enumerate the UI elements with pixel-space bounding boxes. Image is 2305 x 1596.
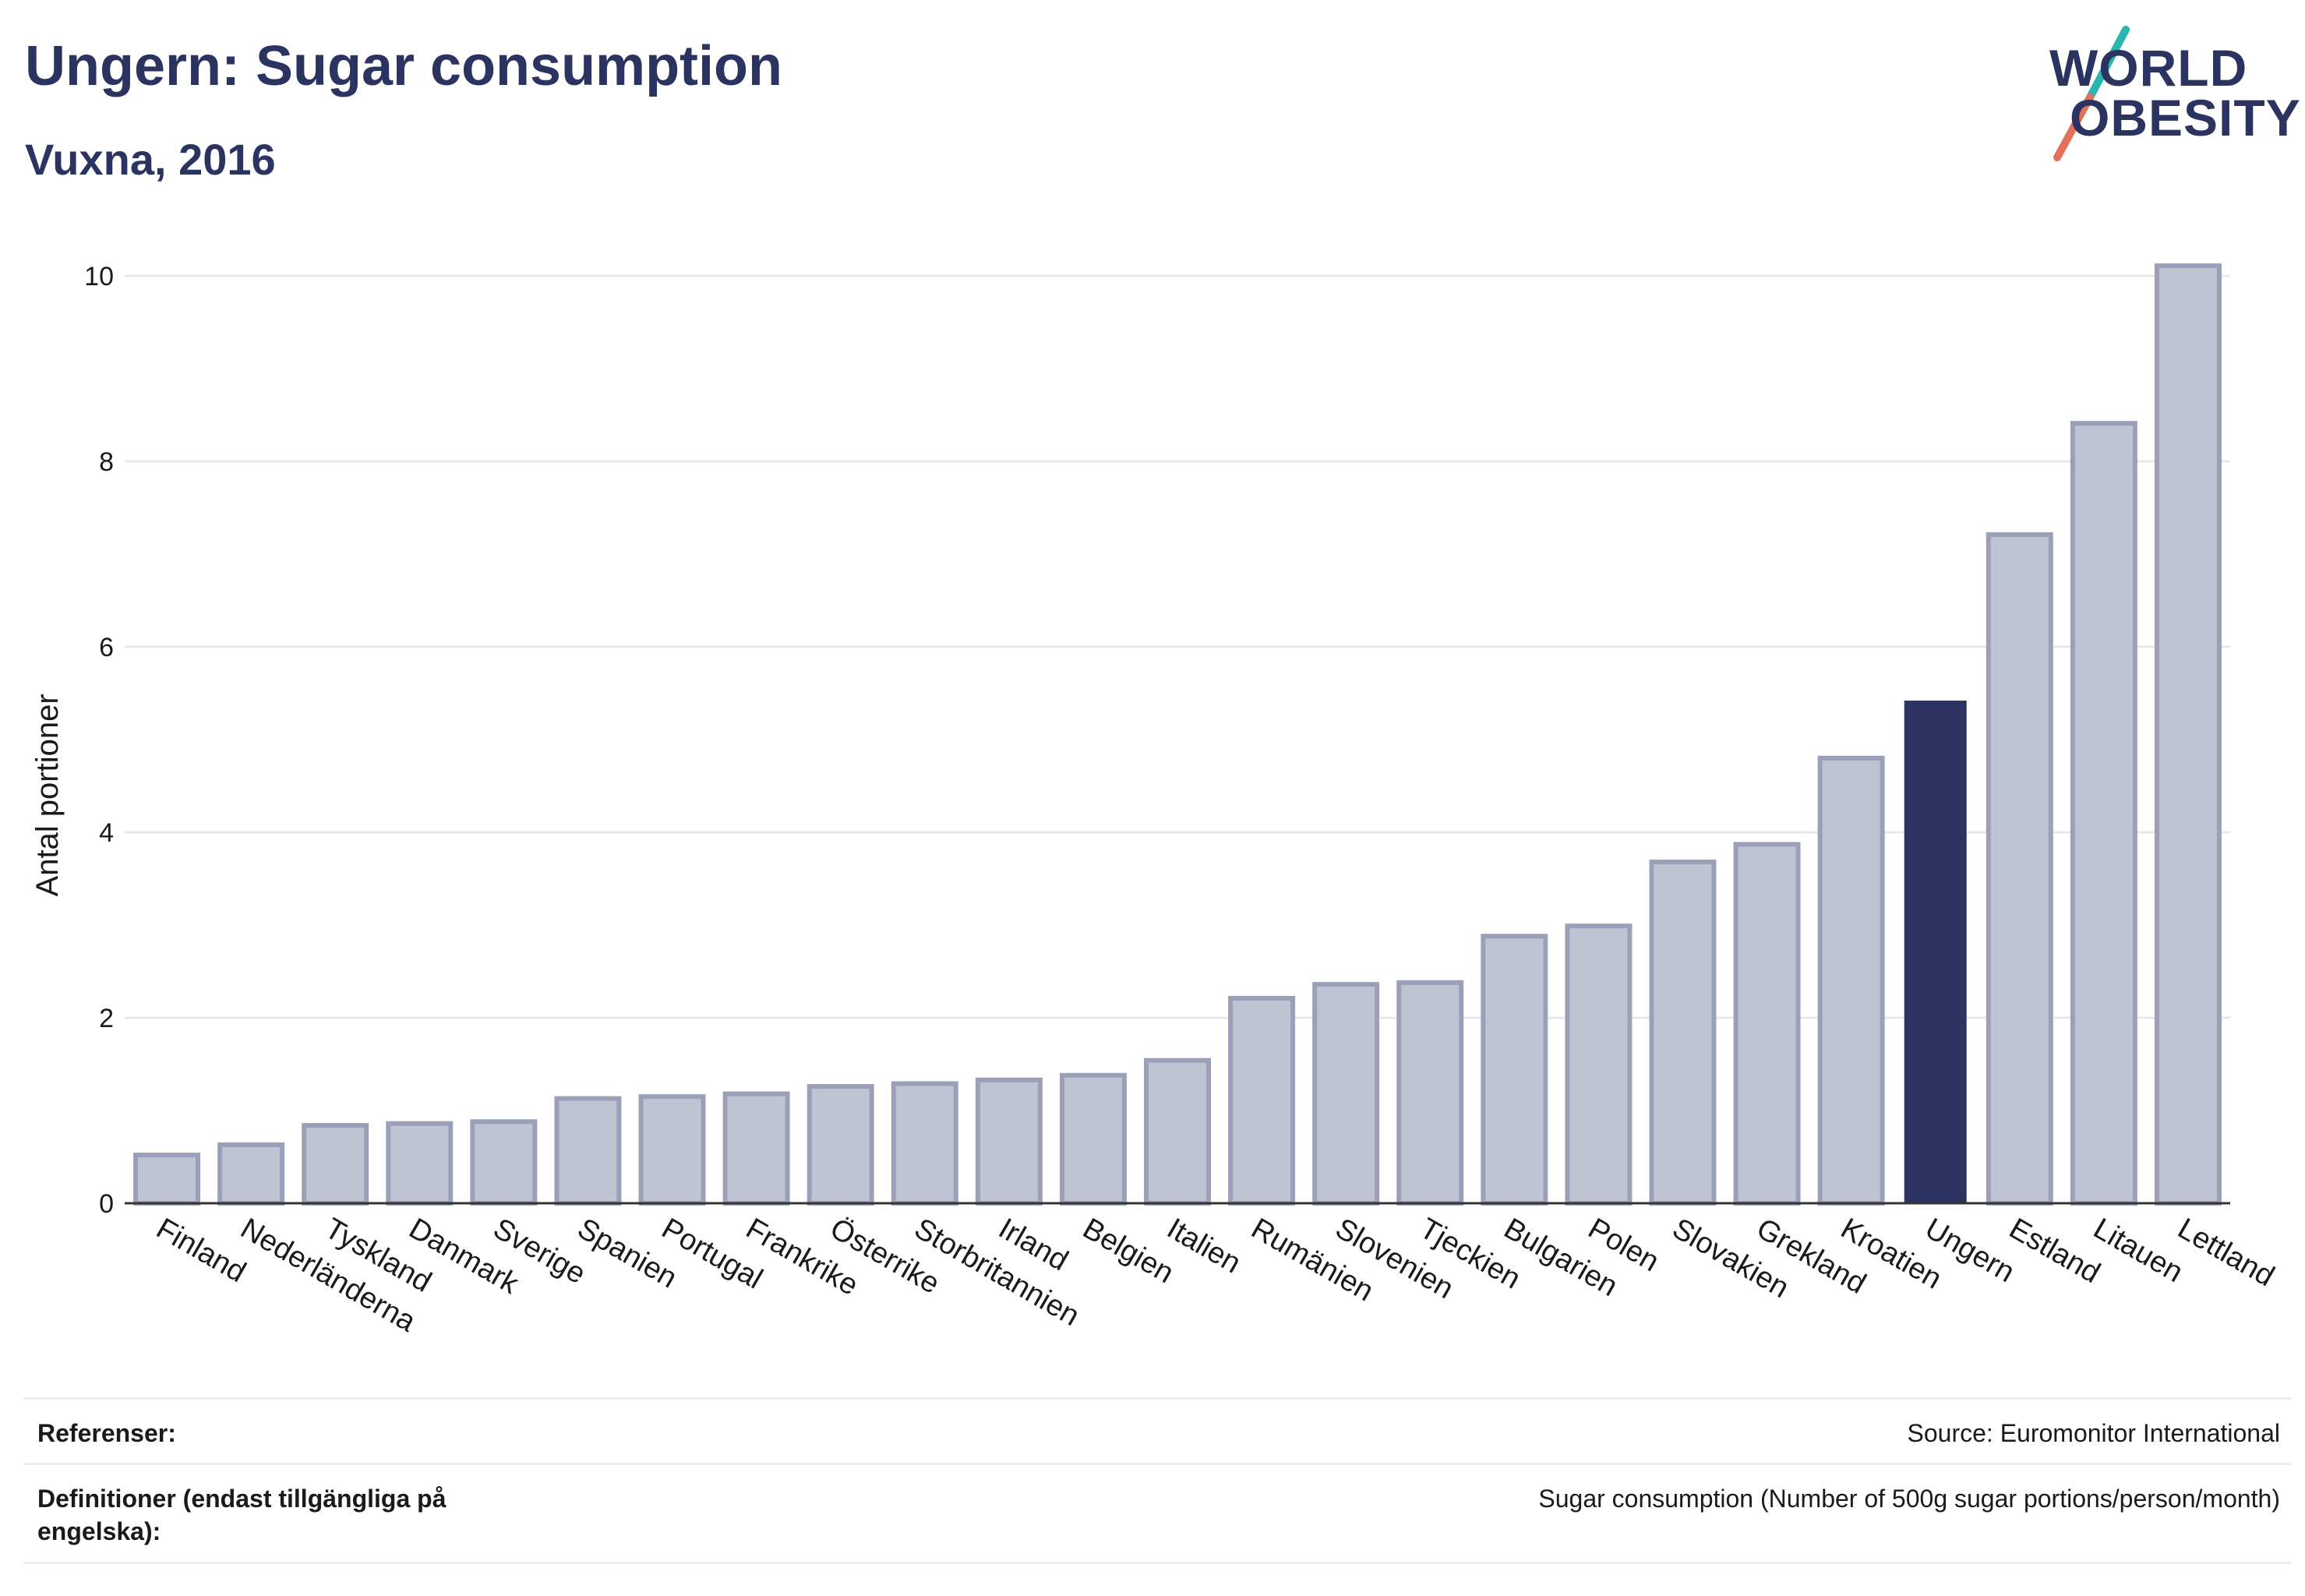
x-tick-label: Lettland [2172, 1212, 2279, 1293]
bar [2070, 421, 2137, 1206]
bar [1733, 842, 1801, 1206]
references-row: Referenser: Source: Euromonitor Internat… [23, 1397, 2291, 1465]
bar [1144, 1058, 1211, 1206]
bar [217, 1142, 285, 1206]
bar [1228, 996, 1296, 1206]
definitions-row: Definitioner (endast tillgängliga på eng… [23, 1463, 2291, 1564]
logo-text-world: WORLD [2049, 39, 2248, 97]
bar [1565, 923, 1633, 1206]
bar [638, 1094, 706, 1206]
bar [1817, 755, 1885, 1206]
world-obesity-logo[interactable]: WORLD OBESITY [2042, 23, 2300, 171]
definitions-value: Sugar consumption (Number of 500g sugar … [1538, 1485, 2280, 1513]
bar [302, 1123, 369, 1206]
bar [1649, 860, 1717, 1206]
bar [133, 1153, 201, 1206]
y-axis-label: Antal portioner [30, 694, 65, 896]
bar [807, 1084, 874, 1206]
bar [470, 1119, 538, 1206]
bar [891, 1081, 958, 1206]
y-tick-label: 2 [99, 1004, 114, 1033]
x-tick-label: Belgien [1077, 1212, 1179, 1290]
bar [2154, 263, 2222, 1206]
y-tick-label: 0 [99, 1189, 114, 1219]
bar [975, 1077, 1043, 1206]
y-tick-label: 4 [99, 818, 114, 848]
references-value: Source: Euromonitor International [1907, 1419, 2280, 1447]
bar [1059, 1072, 1127, 1206]
bar-highlighted [1904, 701, 1967, 1203]
y-tick-label: 10 [84, 262, 114, 291]
page-title: Ungern: Sugar consumption [25, 35, 782, 97]
bar [1312, 982, 1380, 1206]
y-tick-label: 6 [99, 633, 114, 662]
page-subtitle: Vuxna, 2016 [25, 135, 276, 184]
x-tick-label: Litauen [2088, 1212, 2188, 1289]
definitions-label: Definitioner (endast tillgängliga på eng… [37, 1485, 447, 1545]
bar [554, 1096, 622, 1206]
x-tick-label: Estland [2003, 1212, 2106, 1290]
references-label: Referenser: [37, 1419, 176, 1447]
x-tick-label: Finland [151, 1212, 252, 1289]
bar [1481, 934, 1548, 1206]
logo-text-obesity: OBESITY [2070, 89, 2301, 147]
logo-slash-icon [2053, 26, 2130, 161]
bar [386, 1121, 454, 1206]
bar [722, 1091, 790, 1206]
bar [1396, 980, 1464, 1206]
y-tick-label: 8 [99, 447, 114, 477]
bar [1986, 532, 2053, 1206]
